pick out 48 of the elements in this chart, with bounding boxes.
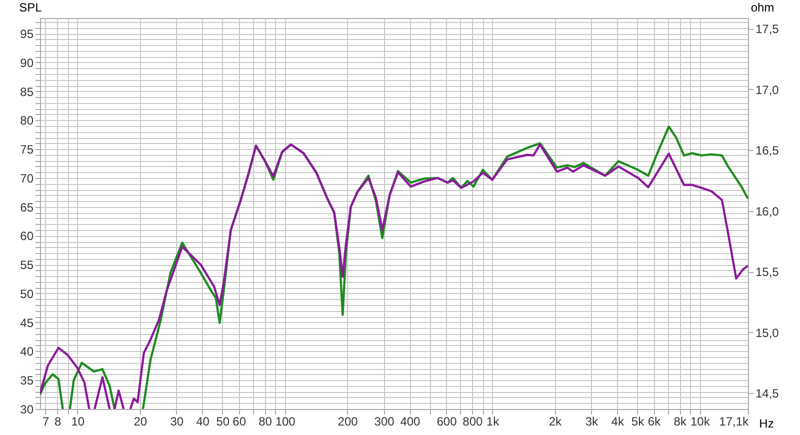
y-tick-label: 55 — [20, 258, 34, 272]
x-tick-label: 8k — [674, 414, 688, 428]
y-tick-label: 90 — [20, 56, 34, 70]
y-tick-label: 65 — [20, 200, 34, 214]
y2-tick-label: 15,5 — [756, 265, 780, 280]
y-tick-label: 40 — [20, 344, 34, 359]
x-tick-label: 600 — [436, 414, 458, 428]
y2-tick-label: 16,5 — [756, 144, 780, 158]
y-tick-label: 95 — [20, 27, 34, 42]
y-tick-label: 50 — [20, 286, 34, 301]
y-tick-label: 75 — [20, 142, 34, 157]
x-tick-label: 4k — [611, 414, 625, 428]
x-tick-label: 20 — [134, 414, 148, 428]
x-tick-label: 3k — [585, 414, 600, 428]
y-tick-label: 35 — [20, 374, 34, 388]
x-tick-label: 30 — [170, 414, 184, 428]
x-tick-label: 1k — [486, 414, 500, 428]
x-tick-label: 100 — [275, 414, 296, 428]
x-tick-label: 10k — [690, 414, 711, 428]
y2-tick-label: 16,0 — [756, 204, 780, 218]
y-tick-label: 85 — [20, 84, 34, 99]
x-tick-label: 50 — [216, 414, 230, 428]
y-tick-label: 30 — [20, 402, 34, 416]
y2-tick-label: 14,5 — [756, 386, 780, 400]
x-tick-label: 10 — [71, 414, 85, 428]
x-tick-label: 17,1k — [719, 414, 750, 428]
x-tick-label: 800 — [462, 414, 483, 428]
x-tick-label: 60 — [232, 414, 246, 428]
x-axis-title: Hz — [759, 416, 774, 430]
y2-tick-label: 17,5 — [756, 22, 780, 36]
x-tick-label: 300 — [374, 414, 395, 428]
y-tick-label: 60 — [20, 229, 34, 244]
y-axis-title: SPL — [19, 0, 42, 14]
y-tick-label: 45 — [20, 316, 34, 330]
y-tick-label: 80 — [20, 114, 34, 128]
x-tick-label: 200 — [338, 414, 358, 428]
x-tick-label: 80 — [258, 414, 272, 428]
x-tick-label: 400 — [400, 414, 421, 428]
x-tick-label: 5k — [631, 414, 646, 428]
y2-axis-title: ohm — [750, 0, 774, 14]
x-tick-label: 8 — [54, 414, 62, 428]
x-tick-label: 40 — [196, 414, 210, 428]
x-tick-label: 2k — [548, 414, 563, 428]
y2-tick-label: 17,0 — [756, 82, 780, 97]
x-tick-label: 6k — [648, 414, 662, 428]
x-tick-label: 7 — [42, 414, 50, 428]
y2-tick-label: 15,0 — [756, 326, 780, 340]
y-tick-label: 70 — [20, 171, 34, 186]
